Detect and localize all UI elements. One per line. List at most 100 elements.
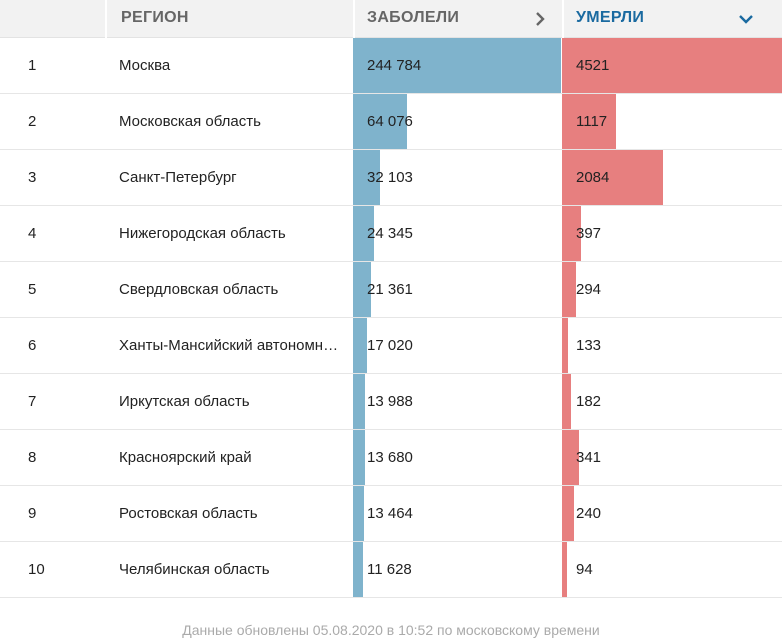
row-cases: 11 628 <box>353 542 562 598</box>
table-row[interactable]: 1 Москва 244 784 4521 <box>0 38 782 94</box>
table-row[interactable]: 6 Ханты-Мансийский автономный округ 17 0… <box>0 318 782 374</box>
deaths-value: 1117 <box>576 113 608 130</box>
cases-value: 24 345 <box>367 225 413 242</box>
row-rank: 10 <box>28 561 45 578</box>
cases-value: 11 628 <box>367 561 412 578</box>
row-rank: 4 <box>28 225 37 242</box>
table-row[interactable]: 7 Иркутская область 13 988 182 <box>0 374 782 430</box>
deaths-value: 133 <box>576 337 602 354</box>
row-deaths: 182 <box>562 374 782 430</box>
row-cases: 244 784 <box>353 38 562 94</box>
row-region: Нижегородская область <box>119 225 286 242</box>
row-cases: 32 103 <box>353 150 562 206</box>
cases-bar <box>353 542 363 597</box>
deaths-bar <box>562 430 579 485</box>
row-region: Красноярский край <box>119 449 252 466</box>
row-rank: 2 <box>28 113 37 130</box>
header-region[interactable]: РЕГИОН <box>105 0 353 38</box>
row-region: Свердловская область <box>119 281 279 298</box>
row-deaths: 341 <box>562 430 782 486</box>
row-cases: 17 020 <box>353 318 562 374</box>
deaths-value: 2084 <box>576 169 610 186</box>
deaths-value: 240 <box>576 505 602 522</box>
deaths-bar <box>562 206 582 261</box>
row-region: Иркутская область <box>119 393 250 410</box>
table-row[interactable]: 10 Челябинская область 11 628 94 <box>0 542 782 598</box>
table-row[interactable]: 5 Свердловская область 21 361 294 <box>0 262 782 318</box>
row-rank: 8 <box>28 449 37 466</box>
row-cases: 13 680 <box>353 430 562 486</box>
cases-bar <box>353 94 408 149</box>
cases-bar <box>353 374 365 429</box>
cases-bar <box>353 150 381 205</box>
deaths-bar <box>562 38 782 93</box>
deaths-bar <box>562 542 567 597</box>
cases-value: 64 076 <box>367 113 413 130</box>
cases-bar <box>353 486 365 541</box>
deaths-bar <box>562 486 574 541</box>
row-deaths: 294 <box>562 262 782 318</box>
row-deaths: 4521 <box>562 38 782 94</box>
row-deaths: 94 <box>562 542 782 598</box>
row-region: Московская область <box>119 113 261 130</box>
row-rank: 6 <box>28 337 37 354</box>
table-row[interactable]: 4 Нижегородская область 24 345 397 <box>0 206 782 262</box>
cases-value: 13 464 <box>367 505 413 522</box>
row-cases: 21 361 <box>353 262 562 318</box>
row-deaths: 133 <box>562 318 782 374</box>
deaths-value: 94 <box>576 561 593 578</box>
table-row[interactable]: 2 Московская область 64 076 1117 <box>0 94 782 150</box>
cases-bar <box>353 318 368 373</box>
header-cases-sort[interactable]: ЗАБОЛЕЛИ <box>353 0 562 38</box>
cases-value: 244 784 <box>367 57 422 74</box>
table-row[interactable]: 9 Ростовская область 13 464 240 <box>0 486 782 542</box>
header-deaths-sort[interactable]: УМЕРЛИ <box>562 0 782 38</box>
deaths-value: 397 <box>576 225 602 242</box>
deaths-value: 294 <box>576 281 602 298</box>
header-rank <box>0 0 105 38</box>
row-rank: 1 <box>28 57 37 74</box>
row-deaths: 2084 <box>562 150 782 206</box>
deaths-value: 341 <box>576 449 602 466</box>
deaths-bar <box>562 94 617 149</box>
table-row[interactable]: 8 Красноярский край 13 680 341 <box>0 430 782 486</box>
deaths-bar <box>562 150 664 205</box>
deaths-bar <box>562 318 569 373</box>
row-cases: 64 076 <box>353 94 562 150</box>
chevron-down-icon <box>739 15 753 24</box>
header-region-label: РЕГИОН <box>121 9 189 26</box>
table-row[interactable]: 3 Санкт-Петербург 32 103 2084 <box>0 150 782 206</box>
row-rank: 9 <box>28 505 37 522</box>
row-rank: 3 <box>28 169 37 186</box>
table-body: 1 Москва 244 784 4521 2 Московская облас… <box>0 38 782 598</box>
header-cases-label: ЗАБОЛЕЛИ <box>367 9 460 26</box>
cases-bar <box>353 38 561 93</box>
row-region: Челябинская область <box>119 561 270 578</box>
cases-value: 32 103 <box>367 169 413 186</box>
cases-value: 17 020 <box>367 337 413 354</box>
chevron-right-icon <box>536 12 545 26</box>
row-deaths: 240 <box>562 486 782 542</box>
updated-note: Данные обновлены 05.08.2020 в 10:52 по м… <box>182 622 600 638</box>
row-rank: 5 <box>28 281 37 298</box>
row-region: Ростовская область <box>119 505 258 522</box>
table-header: РЕГИОН ЗАБОЛЕЛИ УМЕРЛИ <box>0 0 782 38</box>
cases-value: 21 361 <box>367 281 413 298</box>
cases-value: 13 680 <box>367 449 413 466</box>
deaths-value: 182 <box>576 393 602 410</box>
row-deaths: 1117 <box>562 94 782 150</box>
row-cases: 13 464 <box>353 486 562 542</box>
row-rank: 7 <box>28 393 37 410</box>
cases-bar <box>353 262 372 317</box>
deaths-value: 4521 <box>576 57 610 74</box>
header-deaths-label: УМЕРЛИ <box>576 9 645 26</box>
row-deaths: 397 <box>562 206 782 262</box>
row-cases: 24 345 <box>353 206 562 262</box>
deaths-bar <box>562 262 577 317</box>
row-region: Москва <box>119 57 171 74</box>
cases-bar <box>353 206 374 261</box>
cases-bar <box>353 430 365 485</box>
cases-value: 13 988 <box>367 393 413 410</box>
row-region: Санкт-Петербург <box>119 169 237 186</box>
